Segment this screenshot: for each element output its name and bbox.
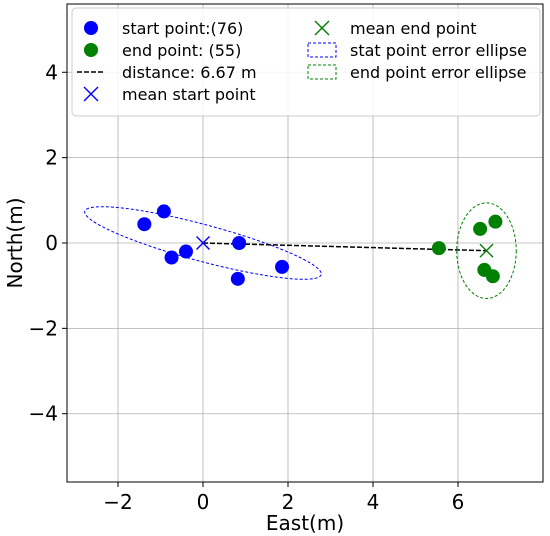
x-axis-label: East(m) bbox=[266, 511, 344, 535]
legend-label-start-point-76: start point:(76) bbox=[122, 19, 243, 38]
x-tick-label: −2 bbox=[103, 490, 132, 514]
y-tick-label: 0 bbox=[45, 231, 58, 255]
y-tick-label: 2 bbox=[45, 146, 58, 170]
point-end-point-55 bbox=[488, 214, 503, 229]
x-tick-label: 2 bbox=[282, 490, 295, 514]
point-start-point-76 bbox=[275, 259, 290, 274]
ellipse-stat-point-error-ellipse bbox=[84, 206, 322, 280]
point-start-point-76 bbox=[137, 217, 152, 232]
legend-handle-stat-point-error-ellipse bbox=[307, 42, 337, 58]
x-tick-label: 4 bbox=[367, 490, 380, 514]
point-start-point-76 bbox=[164, 250, 179, 265]
point-end-point-55 bbox=[485, 269, 500, 284]
legend-label-end-point-error-ellipse: end point error ellipse bbox=[350, 63, 526, 82]
marker-mean-end-point bbox=[479, 243, 494, 258]
ticks: −2 0 2 4 6 −4 −2 0 2 4 bbox=[29, 60, 465, 514]
point-start-point-76 bbox=[230, 271, 245, 286]
legend-handle-start-point-76 bbox=[84, 21, 98, 35]
marker-mean-start-point-stroke bbox=[196, 236, 210, 250]
marker-mean-end-point-stroke bbox=[479, 243, 494, 258]
point-start-point-76 bbox=[232, 236, 247, 250]
y-axis-label: North(m) bbox=[3, 197, 27, 288]
legend-label-end-point-55: end point: (55) bbox=[122, 41, 241, 60]
ellipse-end-point-error-ellipse bbox=[456, 202, 517, 299]
y-tick-label: 4 bbox=[45, 60, 58, 84]
point-start-point-76 bbox=[156, 204, 171, 219]
legend-label-stat-point-error-ellipse: stat point error ellipse bbox=[350, 41, 527, 60]
legend-box bbox=[71, 7, 541, 117]
legend-handle-end-point-error-ellipse bbox=[307, 64, 337, 80]
x-tick-label: 0 bbox=[197, 490, 210, 514]
point-end-point-55 bbox=[431, 241, 446, 256]
legend-label-mean-start-point: mean start point bbox=[122, 85, 256, 104]
line-distance-6-67-m bbox=[202, 242, 487, 252]
legend-handle-mean-end-point bbox=[314, 20, 330, 36]
legend: start point:(76) end point: (55) distance:… bbox=[71, 7, 541, 117]
y-tick-label: −4 bbox=[29, 402, 58, 426]
legend-handle-mean-start-point bbox=[83, 86, 99, 102]
legend-handle-end-point-55 bbox=[84, 43, 98, 57]
legend-label-distance-6-67-m: distance: 6.67 m bbox=[122, 63, 257, 82]
legend-label-mean-end-point: mean end point bbox=[350, 19, 477, 38]
point-end-point-55 bbox=[473, 221, 488, 236]
marker-mean-start-point bbox=[196, 236, 210, 250]
point-start-point-76 bbox=[179, 244, 193, 259]
x-tick-label: 6 bbox=[452, 490, 465, 514]
legend-handle-mean-end-point-stroke bbox=[314, 20, 330, 36]
y-tick-label: −2 bbox=[29, 316, 58, 340]
legend-handle-mean-start-point-stroke bbox=[83, 86, 99, 102]
data-layer bbox=[84, 202, 517, 299]
